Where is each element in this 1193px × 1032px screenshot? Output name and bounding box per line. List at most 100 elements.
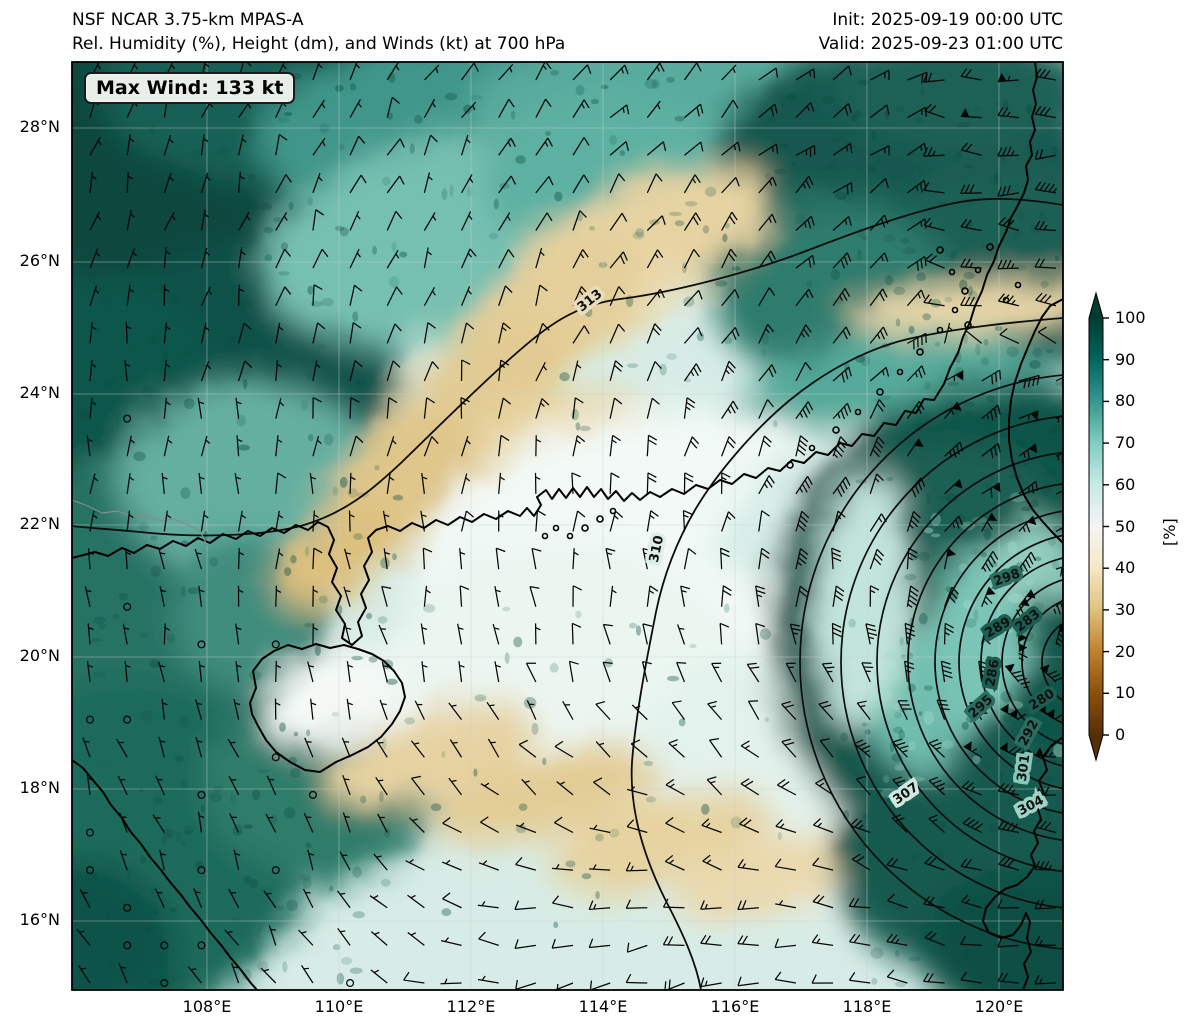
lon-tick-label: 116°E [710, 997, 760, 1016]
wind-barb [237, 284, 245, 306]
wind-barb [534, 472, 541, 494]
wind-barb [85, 715, 95, 724]
wind-barb [423, 134, 438, 156]
wind-barb [235, 661, 242, 683]
wind-barb [832, 510, 846, 532]
wind-barb [997, 72, 1019, 83]
wind-barb [349, 322, 362, 344]
wind-barb [407, 932, 425, 946]
colorbar-tick-label: 40 [1115, 558, 1136, 578]
wind-barb [200, 209, 210, 231]
wind-barb [271, 753, 280, 762]
wind-barb [906, 438, 924, 457]
lon-tick-label: 112°E [446, 997, 496, 1016]
wind-barb [646, 100, 661, 119]
wind-barb [349, 135, 366, 156]
wind-barb [961, 894, 982, 909]
wind-barb [721, 327, 740, 344]
wind-barb [683, 248, 701, 269]
wind-barb [646, 472, 657, 494]
wind-barb [498, 175, 517, 194]
wind-barb [775, 900, 797, 909]
wind-barb [855, 776, 871, 796]
wind-barb [676, 661, 687, 683]
wind-barb [382, 510, 390, 532]
wind-barb [526, 700, 537, 720]
wind-barb [721, 64, 737, 81]
wind-barb [609, 510, 624, 532]
wind-barb [906, 547, 918, 570]
wind-barb [514, 900, 536, 911]
wind-barb [423, 212, 437, 231]
wind-barb [238, 211, 251, 231]
wind-barb [572, 210, 587, 231]
wind-barb [76, 928, 91, 946]
wind-barb [339, 851, 351, 871]
wind-barb [275, 548, 284, 570]
wind-barb [832, 366, 852, 383]
wind-barb [609, 286, 626, 307]
wind-barb [682, 509, 693, 532]
wind-barb [370, 931, 388, 946]
wind-barb [795, 254, 816, 269]
wind-barb [572, 99, 590, 118]
wind-barb [200, 172, 211, 194]
wind-barb [498, 397, 511, 419]
wind-barb [298, 929, 314, 946]
wind-barb [449, 739, 463, 758]
wind-barb [963, 741, 983, 758]
wind-barb [126, 248, 138, 269]
wind-barb [721, 511, 736, 532]
wind-barb [423, 361, 440, 382]
wind-barb [552, 863, 574, 871]
wind-barb [700, 977, 722, 988]
wind-barb [680, 585, 691, 607]
wind-barb [440, 937, 462, 946]
wind-barb [1034, 899, 1057, 910]
wind-barb [460, 322, 475, 344]
wind-barb [457, 623, 464, 645]
wind-barb [904, 622, 916, 645]
wind-barb [200, 322, 210, 344]
wind-barb [960, 296, 982, 307]
wind-barb [312, 510, 319, 532]
wind-barb [572, 548, 579, 570]
wind-barb [906, 365, 926, 382]
wind-barb [163, 211, 176, 231]
wind-barb [195, 699, 203, 720]
wind-barb [187, 966, 202, 984]
wind-barb [459, 585, 470, 607]
wind-barb [904, 660, 915, 683]
wind-barb [312, 547, 323, 570]
wind-barb [869, 473, 884, 495]
wind-barb [924, 856, 945, 871]
wind-barb [235, 397, 242, 419]
wind-barb [997, 146, 1019, 157]
wind-barb [944, 479, 963, 495]
wind-barb [231, 962, 240, 984]
wind-barb [312, 137, 326, 156]
wind-barb [158, 736, 166, 758]
wind-barb [923, 294, 945, 307]
wind-barb [349, 472, 356, 494]
wind-barb [892, 738, 909, 758]
wind-barb [646, 397, 660, 419]
wind-barb [662, 898, 685, 909]
wind-barb [1034, 258, 1057, 269]
wind-barb [123, 414, 132, 423]
max-wind-badge: Max Wind: 133 kt [84, 72, 296, 104]
wind-barb [721, 248, 737, 269]
wind-barb [1034, 936, 1057, 946]
wind-barb [832, 402, 852, 420]
wind-barb [755, 585, 766, 607]
wind-barb [460, 174, 474, 194]
wind-barb [1018, 515, 1037, 533]
wind-barb [117, 775, 128, 796]
wind-barb [831, 547, 842, 570]
wind-barb [271, 640, 280, 649]
wind-barb [89, 360, 97, 382]
wind-barb [337, 928, 351, 946]
wind-barb [89, 211, 102, 231]
wind-barb [739, 817, 760, 834]
wind-barb [960, 108, 982, 119]
